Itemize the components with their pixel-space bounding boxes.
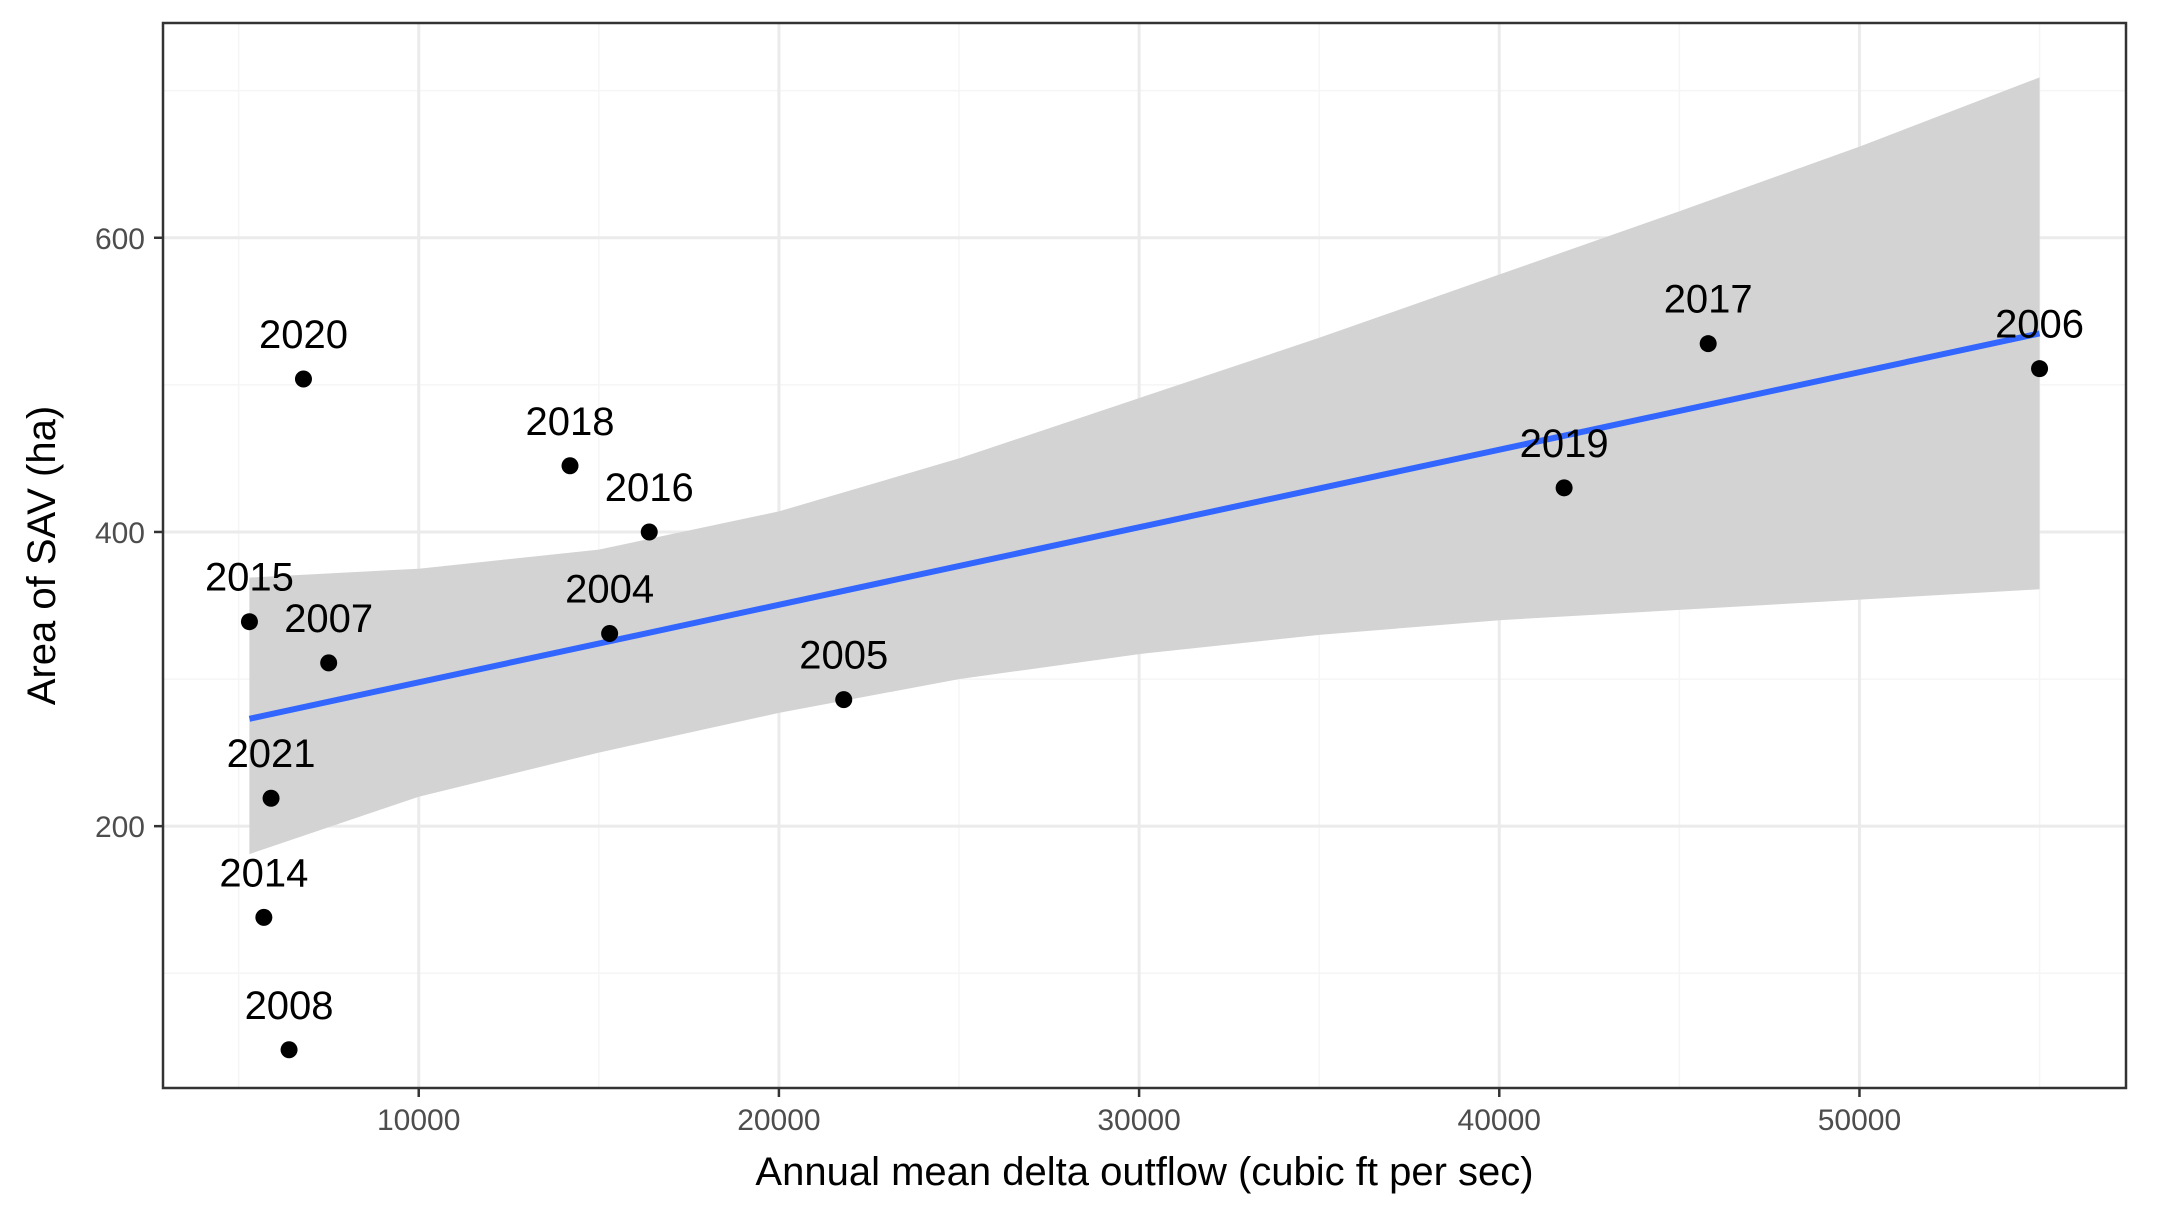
point-label-2006: 2006 [1995,303,2084,347]
point-2020 [294,370,312,388]
point-2007 [320,654,338,672]
point-label-2020: 2020 [259,313,348,357]
y-tick-label-2: 600 [95,223,145,256]
point-label-2007: 2007 [284,597,373,641]
point-label-2005: 2005 [799,634,888,678]
point-label-2015: 2015 [205,556,294,600]
y-tick-label-1: 400 [95,517,145,550]
x-tick-label-0: 10000 [377,1104,460,1137]
point-2008 [280,1041,298,1059]
point-label-2019: 2019 [1520,422,1609,466]
confidence-band [249,77,2040,855]
point-label-2017: 2017 [1664,278,1753,322]
point-label-2016: 2016 [605,466,694,510]
y-axis-title: Area of SAV (ha) [20,406,64,705]
x-tick-label-2: 30000 [1097,1104,1180,1137]
point-label-2008: 2008 [245,984,334,1028]
point-2021 [262,789,280,807]
point-2014 [255,908,273,926]
x-tick-label-1: 20000 [737,1104,820,1137]
point-label-2021: 2021 [227,732,316,776]
data-points [240,335,2049,1059]
point-label-2014: 2014 [219,851,308,895]
x-tick-label-3: 40000 [1458,1104,1541,1137]
point-2018 [561,457,579,475]
point-label-2004: 2004 [565,567,654,611]
panel-border [161,21,2128,1090]
point-2006 [2031,360,2049,378]
x-axis-title: Annual mean delta outflow (cubic ft per … [755,1150,1533,1194]
y-axis-ticks: 200 400 600 [95,223,163,844]
regression-line [248,330,2041,722]
y-tick-label-0: 200 [95,811,145,844]
point-2005 [835,691,853,709]
point-2004 [601,624,619,642]
point-labels: 2004 2005 2006 2007 2008 2014 2015 2016 2017 2018… [205,278,2084,1028]
point-2016 [640,523,658,541]
point-2019 [1555,479,1573,497]
x-tick-label-4: 50000 [1818,1104,1901,1137]
point-2017 [1699,335,1717,353]
point-2015 [240,613,258,631]
x-axis-ticks: 10000 20000 30000 40000 50000 [377,1088,1901,1137]
point-label-2018: 2018 [526,400,615,444]
